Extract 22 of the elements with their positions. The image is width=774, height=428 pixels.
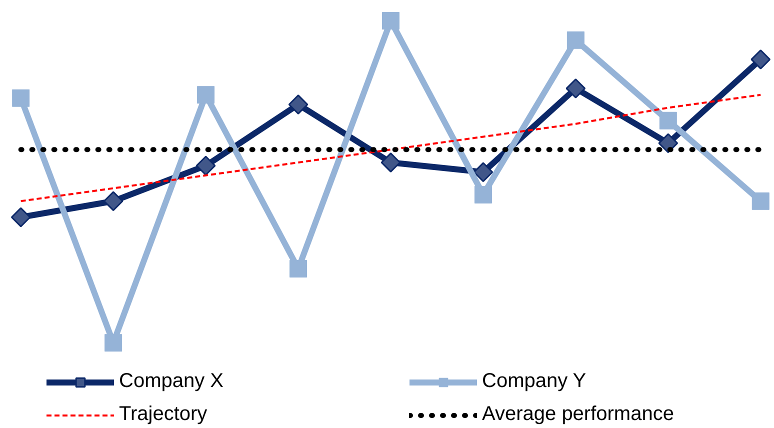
legend-label: Average performance	[482, 403, 675, 426]
legend-label: Company X	[119, 370, 224, 393]
point	[290, 260, 308, 278]
point	[752, 192, 770, 210]
point	[474, 186, 492, 204]
legend-label: Trajectory	[119, 403, 208, 426]
point	[380, 152, 401, 172]
point	[659, 112, 677, 130]
point	[566, 78, 586, 98]
point	[196, 156, 216, 176]
point	[288, 94, 308, 114]
point	[382, 12, 400, 30]
point	[658, 133, 678, 154]
point	[104, 334, 122, 352]
point	[12, 89, 30, 107]
point	[473, 162, 494, 182]
point	[103, 191, 124, 212]
point	[566, 31, 584, 49]
point	[197, 86, 215, 104]
point	[10, 207, 31, 228]
point	[750, 49, 771, 70]
legend-label: Company Y	[482, 370, 588, 393]
